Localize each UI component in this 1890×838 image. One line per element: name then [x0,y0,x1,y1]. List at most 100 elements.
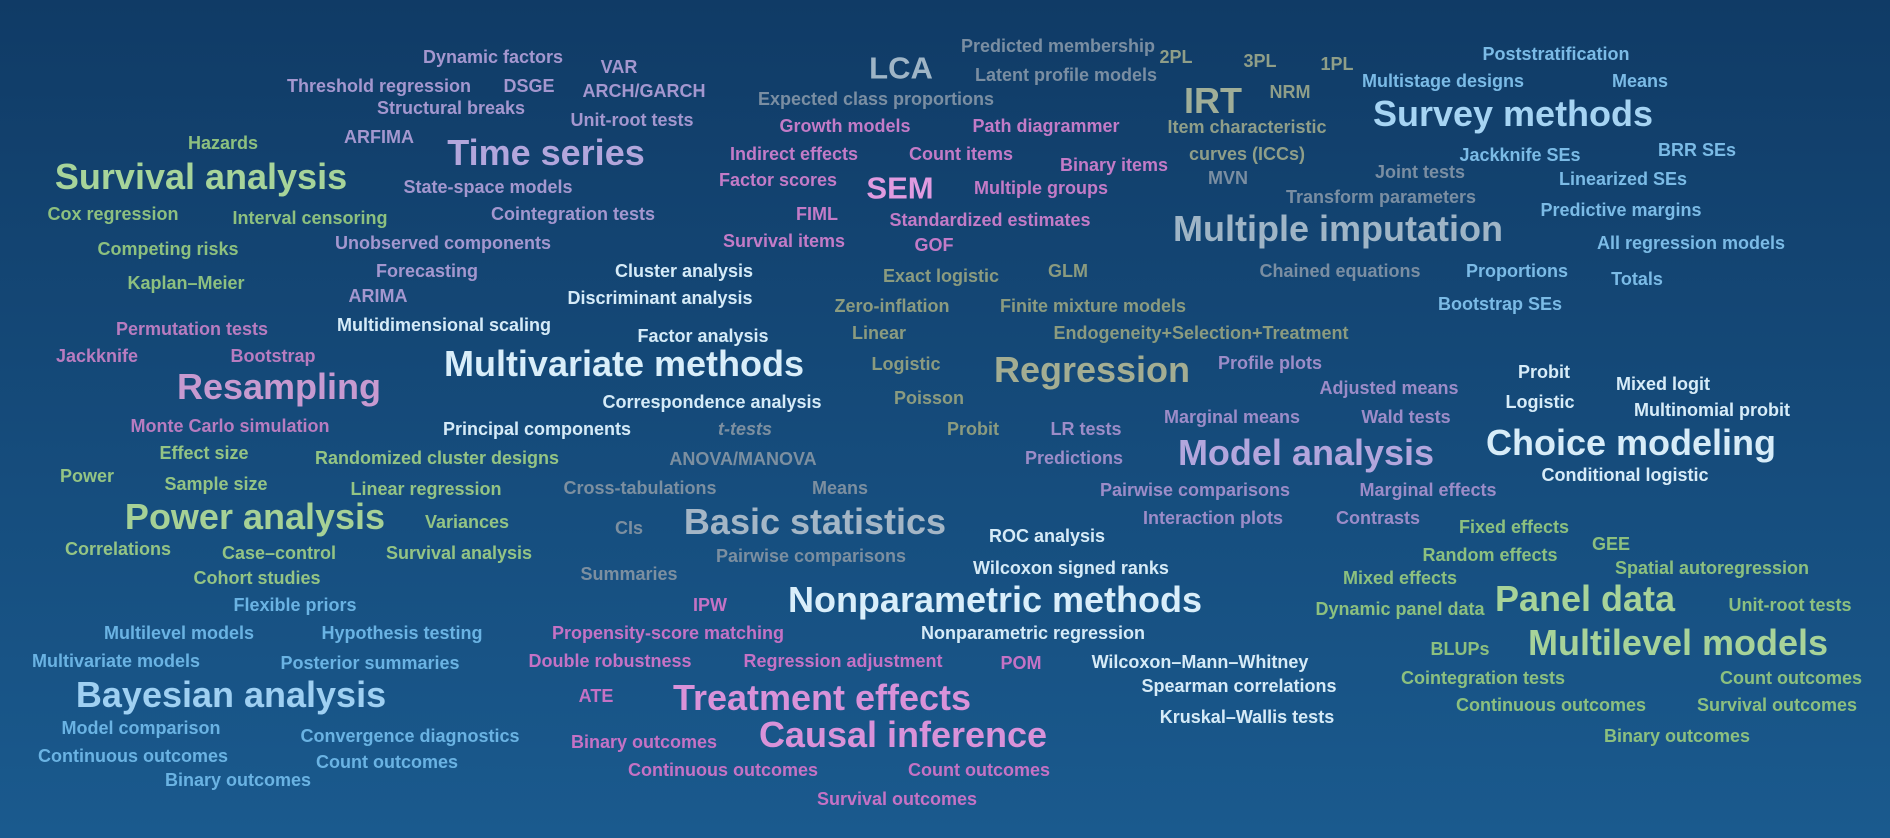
word-multiple-imputation: Multiple imputation [1173,208,1503,249]
word-multistage-designs: Multistage designs [1361,71,1525,91]
word-predicted-membership: Predicted membership [960,36,1156,56]
word-factor-scores: Factor scores [718,170,838,190]
word-discriminant-analysis: Discriminant analysis [567,288,753,308]
word-spatial-autoregression: Spatial autoregression [1614,558,1810,578]
word-pairwise-comparisons-bs: Pairwise comparisons [715,546,907,566]
word-bootstrap: Bootstrap [230,346,316,366]
word-linear-regression: Linear regression [350,479,502,499]
word-dynamic-panel-data: Dynamic panel data [1315,599,1485,619]
word-poisson: Poisson [893,388,965,408]
word-standardized-estimates: Standardized estimates [889,210,1091,230]
word-continuous-outcomes-te: Continuous outcomes [628,760,818,780]
word-state-space-models: State-space models [403,177,573,197]
word-indirect-effects: Indirect effects [729,144,859,164]
word-unit-root-tests-pd: Unit-root tests [1728,595,1852,615]
word-summaries: Summaries [580,564,678,584]
word-mvn: MVN [1208,168,1248,188]
word-double-robustness: Double robustness [528,651,692,671]
word-power-analysis: Power analysis [124,496,386,537]
word-linear: Linear [851,323,907,343]
word-spearman-correlations: Spearman correlations [1141,676,1337,696]
word-2pl: 2PL [1159,47,1193,67]
word-glm: GLM [1048,261,1088,281]
word-gof: GOF [914,235,954,255]
word-zero-inflation: Zero-inflation [834,296,950,316]
word-propensity-score-matching: Propensity-score matching [551,623,785,643]
word-count-items: Count items [908,144,1014,164]
word-mixed-effects: Mixed effects [1342,568,1458,588]
word-arima: ARIMA [348,286,408,306]
word-curves-iccs: curves (ICCs) [1188,144,1306,164]
word-cox-regression: Cox regression [47,204,179,224]
word-cross-tabulations: Cross-tabulations [563,478,717,498]
word-posterior-summaries: Posterior summaries [280,653,460,673]
word-survival-outcomes-te: Survival outcomes [816,789,978,809]
word-survey-methods: Survey methods [1372,93,1654,134]
word-kruskal-wallis-tests: Kruskal–Wallis tests [1159,707,1335,727]
word-chained-equations: Chained equations [1259,261,1421,281]
word-linearized-ses: Linearized SEs [1558,169,1688,189]
word-3pl: 3PL [1243,51,1277,71]
word-logistic-rg: Logistic [871,354,941,374]
word-joint-tests: Joint tests [1374,162,1466,182]
word-profile-plots: Profile plots [1217,353,1323,373]
word-time-series: Time series [447,132,645,173]
word-continuous-outcomes-by: Continuous outcomes [38,746,228,766]
word-correlations: Correlations [64,539,172,559]
word-choice-modeling: Choice modeling [1485,422,1777,463]
word-variances: Variances [424,512,510,532]
word-interval-censoring: Interval censoring [232,208,388,228]
word-latent-profile-models: Latent profile models [974,65,1158,85]
word-cointegration-tests-pd: Cointegration tests [1400,668,1566,688]
word-binary-outcomes-pd: Binary outcomes [1603,726,1751,746]
word-ate: ATE [578,686,614,706]
word-unobserved-components: Unobserved components [334,233,552,253]
word-regression-adjustment: Regression adjustment [743,651,943,671]
word-structural-breaks: Structural breaks [376,98,526,118]
word-irt: IRT [1184,80,1242,121]
word-1pl: 1PL [1320,54,1354,74]
word-continuous-outcomes-pd: Continuous outcomes [1456,695,1646,715]
word-basic-statistics: Basic statistics [683,501,947,542]
word-multiple-groups: Multiple groups [974,178,1108,198]
word-binary-outcomes-by: Binary outcomes [164,770,312,790]
word-power: Power [59,466,115,486]
word-model-analysis: Model analysis [1177,432,1435,473]
word-regression: Regression [993,349,1191,390]
word-bootstrap-ses: Bootstrap SEs [1437,294,1563,314]
word-factor-analysis: Factor analysis [637,326,769,346]
word-dsge: DSGE [503,76,555,96]
word-flexible-priors: Flexible priors [233,595,357,615]
word-gee: GEE [1591,534,1631,554]
word-survival-outcomes-pd: Survival outcomes [1696,695,1858,715]
word-correspondence-analysis: Correspondence analysis [602,392,822,412]
word-resampling: Resampling [176,366,382,407]
word-multidimensional-scaling: Multidimensional scaling [336,315,552,335]
word-causal-inference: Causal inference [758,714,1048,755]
word-bayesian-analysis: Bayesian analysis [75,674,387,715]
word-binary-outcomes-te: Binary outcomes [570,732,718,752]
word-probit-rg: Probit [947,419,999,439]
word-wald-tests: Wald tests [1361,407,1451,427]
word-count-outcomes-te: Count outcomes [908,760,1050,780]
word-predictions: Predictions [1024,448,1124,468]
word-nonparametric-regression: Nonparametric regression [920,623,1146,643]
word-lca: LCA [869,50,933,86]
word-arch-garch: ARCH/GARCH [582,81,706,101]
word-hazards: Hazards [187,133,259,153]
word-finite-mixture-models: Finite mixture models [999,296,1187,316]
word-nonparametric-methods: Nonparametric methods [787,579,1203,620]
word-fixed-effects: Fixed effects [1458,517,1570,537]
word-means-bs: Means [811,478,869,498]
word-t-tests: t-tests [717,419,773,439]
word-item-characteristic: Item characteristic [1167,117,1327,137]
word-sem: SEM [866,170,934,206]
word-multinomial-probit: Multinomial probit [1634,400,1790,420]
word-fiml: FIML [796,204,838,224]
word-pairwise-comparisons-ma: Pairwise comparisons [1099,480,1291,500]
word-jackknife-ses: Jackknife SEs [1459,145,1581,165]
word-cis: CIs [614,518,644,538]
word-survival-analysis: Survival analysis [54,156,348,197]
word-survival-items: Survival items [722,231,846,251]
word-unit-root-tests-ts: Unit-root tests [570,110,694,130]
